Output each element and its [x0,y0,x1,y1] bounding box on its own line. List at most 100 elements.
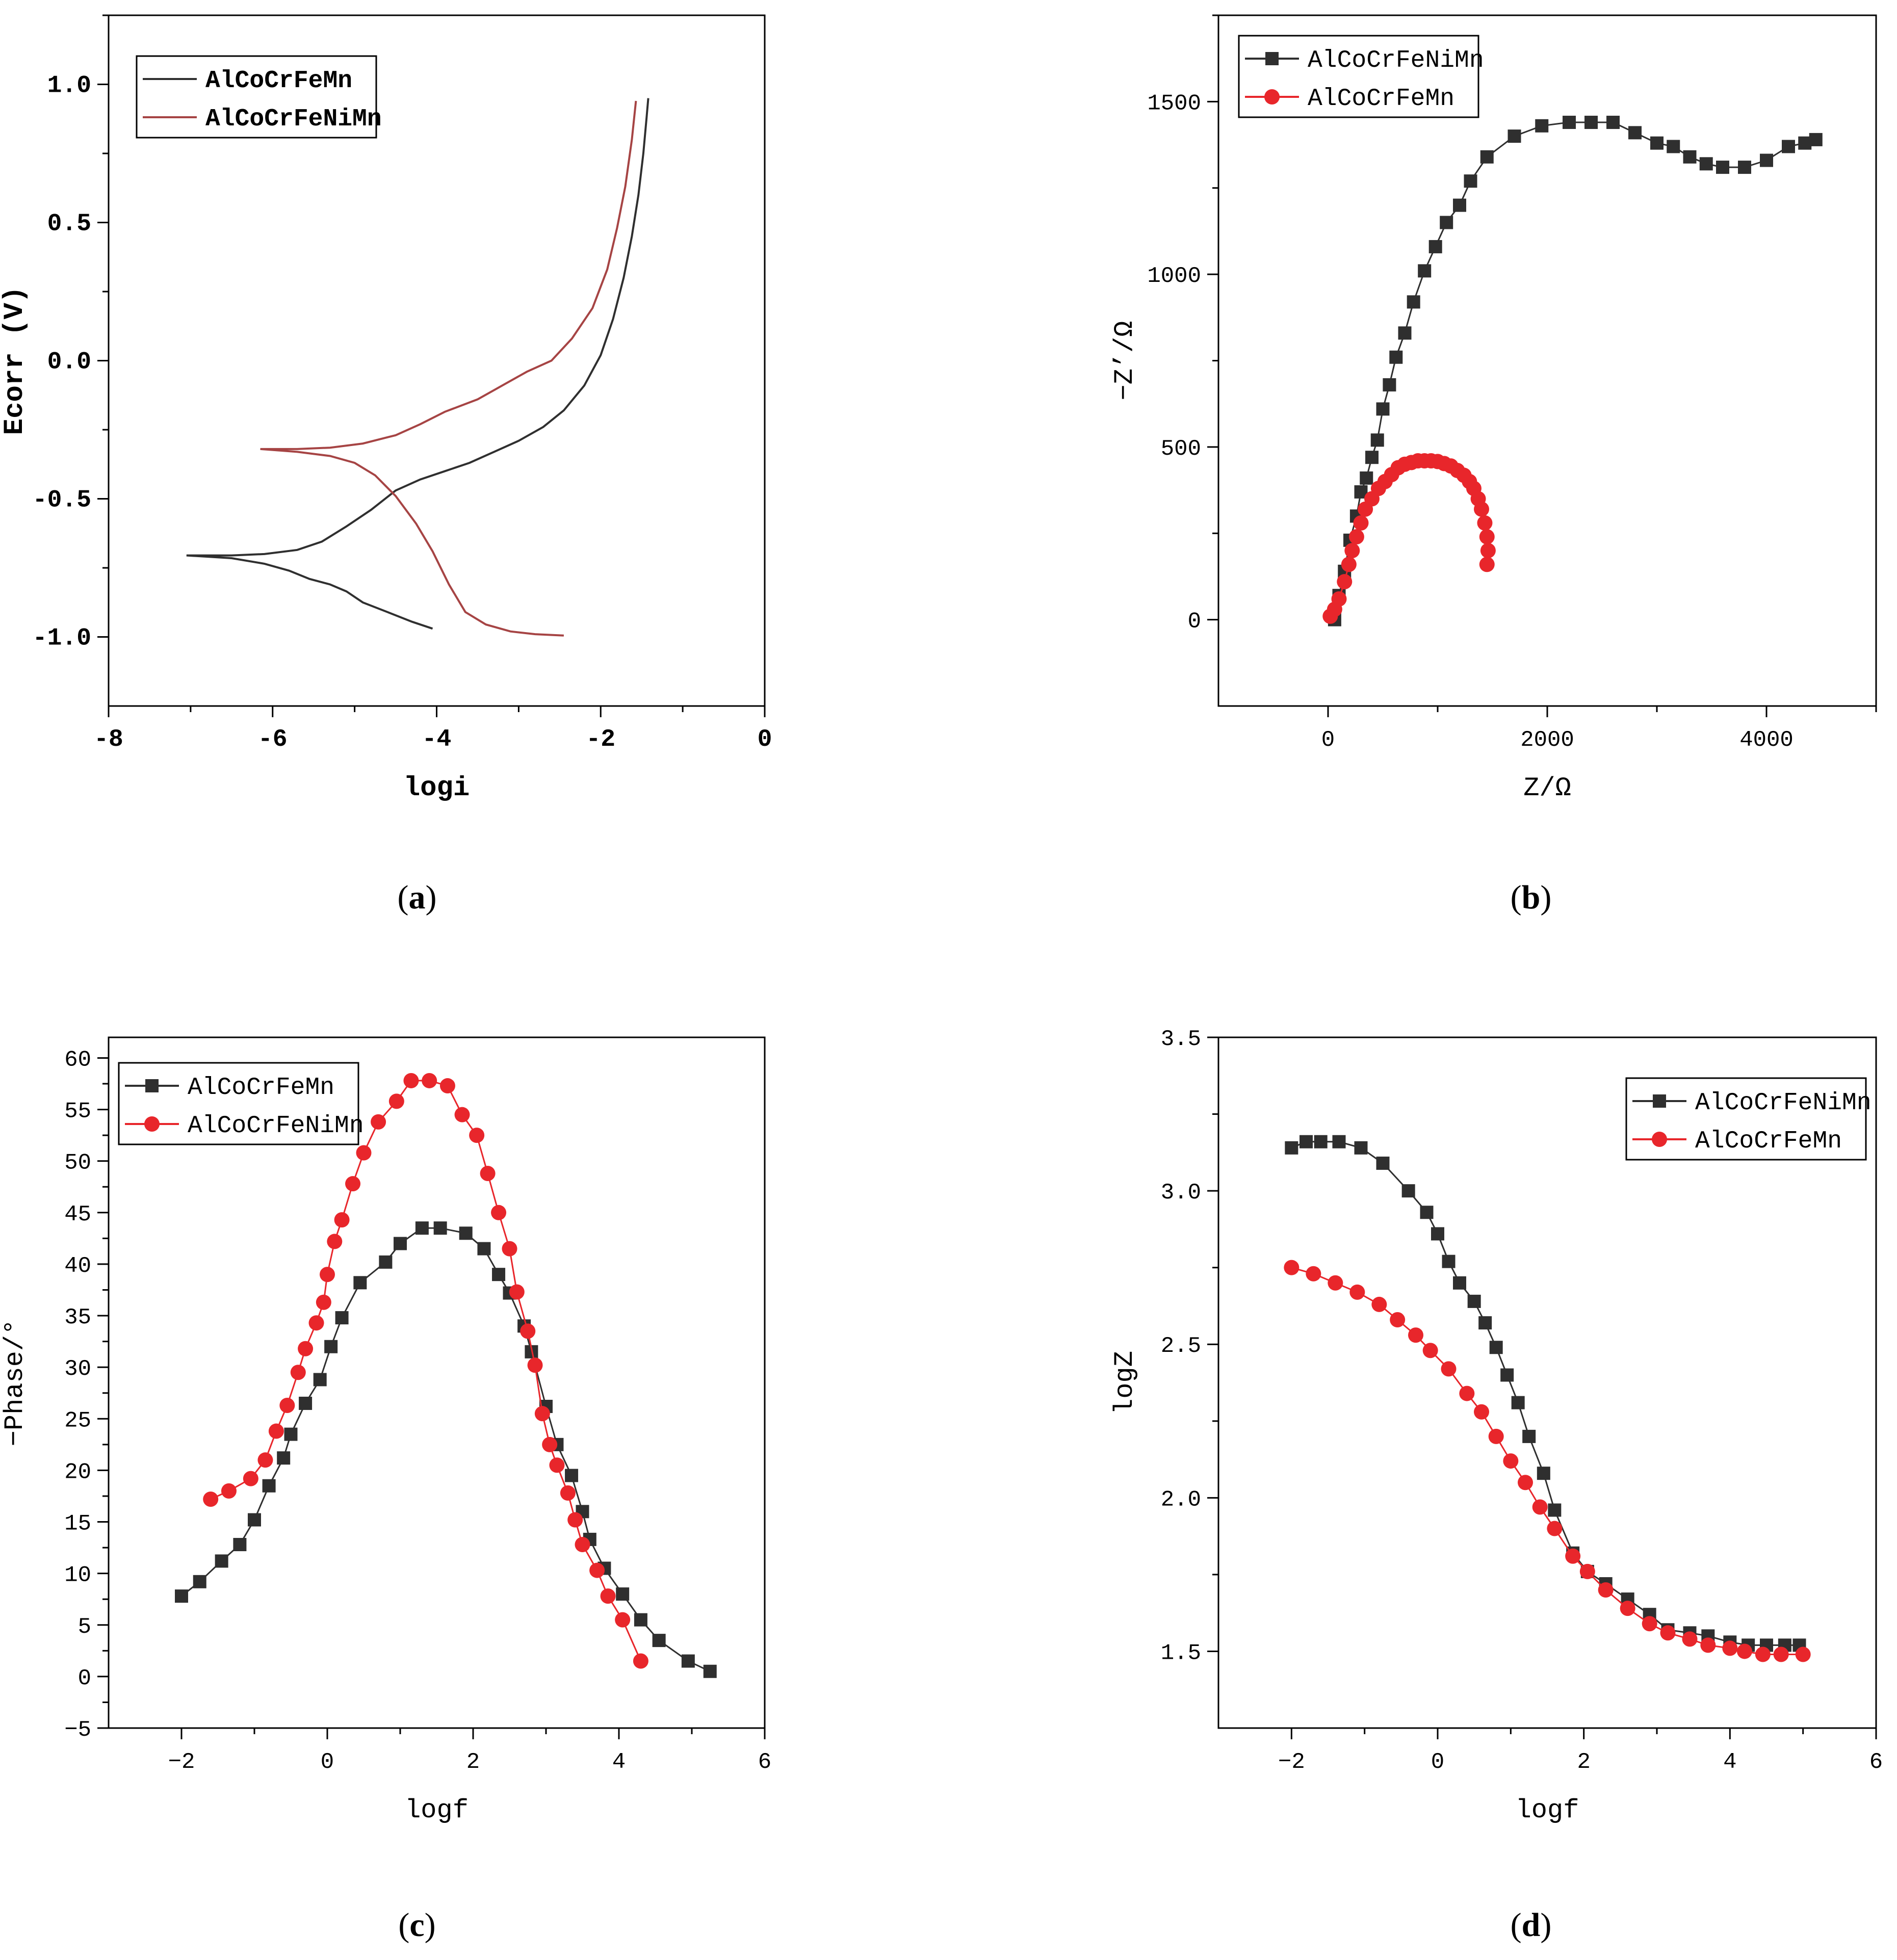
data-point [379,1255,393,1269]
data-point [1518,1475,1533,1491]
data-point [1737,1643,1752,1659]
chart-panel-b: 0 2000 4000 0 500 1000 1500 Z/Ω −Z’/Ω AlCoCrFeNiM… [1110,14,1877,803]
data-point [415,1221,429,1235]
legend-label: AlCoCrFeNiMn [1695,1089,1872,1117]
data-point [233,1538,247,1552]
y-tick-label: 0 [78,1666,91,1691]
y-tick-label: 500 [1161,436,1201,462]
data-point [459,1226,473,1240]
data-point [1548,1503,1562,1517]
data-point [1331,591,1347,607]
data-point [320,1267,335,1283]
data-point [1354,1141,1368,1155]
data-point [1474,1404,1489,1420]
x-tick-label: 0 [1431,1749,1444,1775]
data-point [1365,451,1379,464]
x-tick-label: 6 [1869,1749,1883,1775]
data-point [1344,543,1360,559]
y-axis-title: logZ [1110,1351,1140,1415]
data-point [1782,140,1795,153]
series-line [186,98,649,630]
x-tick-label: 4 [1723,1749,1736,1775]
data-point [492,1268,506,1282]
x-tick-label: -4 [422,726,452,753]
data-point [477,1242,491,1256]
data-point [335,1311,349,1325]
data-point [1431,1227,1444,1241]
data-point [1760,153,1773,167]
data-point [633,1653,648,1669]
plot-frame [108,1036,766,1729]
data-point [534,1406,550,1422]
data-point [313,1373,327,1387]
legend-swatch-marker [1264,89,1280,104]
legend-label: AlCoCrFeNiMn [188,1112,364,1140]
panel-label-a: (a) [398,879,437,916]
data-point [1348,529,1364,545]
series-AlCoCrFeMn [175,1221,717,1678]
data-point [1353,515,1369,531]
data-point [1532,1499,1548,1515]
data-point [1537,1467,1550,1480]
data-point [1376,1156,1390,1170]
data-point [1341,557,1357,572]
legend-swatch-marker [144,1116,160,1132]
data-point [1683,150,1697,164]
data-point [1795,1647,1811,1662]
data-point [1428,240,1442,253]
data-point [469,1128,485,1143]
x-tick-label: 2 [1577,1749,1590,1775]
y-axis-title: −Z’/Ω [1110,321,1140,400]
data-point [1300,1135,1313,1148]
data-point [1500,1368,1514,1382]
x-tick-label: 0 [321,1749,334,1775]
data-point [1628,126,1642,140]
x-tick-label: -6 [258,726,288,753]
data-point [1371,1296,1387,1312]
series-AlCoCrFeNiMn [203,1073,648,1669]
y-tick-label: 2.0 [1161,1487,1201,1512]
legend-box [1625,1077,1867,1161]
data-point [1422,1343,1438,1358]
y-tick-label: 15 [64,1511,91,1537]
x-axis-title: Z/Ω [1523,773,1571,803]
x-tick-label: 2000 [1520,727,1574,753]
y-tick-label: 1000 [1147,264,1201,289]
y-tick-label: 0.5 [47,211,91,238]
data-point [394,1237,407,1250]
data-point [299,1396,313,1410]
data-point [1563,116,1576,129]
data-point [1459,1386,1475,1401]
data-point [1809,133,1823,146]
data-point [1420,1206,1434,1219]
x-axis-title: logi [404,773,470,804]
chart-panel-c: −2 0 2 4 6 −5 0 5 10 15 20 25 30 35 40 45 50 55 60 logf −Pha… [0,1036,771,1825]
data-point [491,1205,507,1220]
data-point [1376,402,1390,416]
y-tick-label: 30 [64,1356,91,1382]
panel-label-b: (b) [1511,879,1552,916]
data-point [1667,140,1680,153]
series-line [181,1227,711,1672]
data-point [1700,1637,1716,1653]
data-point [1408,1327,1423,1343]
data-point [308,1315,324,1331]
data-point [1464,174,1477,188]
legend-label: AlCoCrFeNiMn [205,106,382,133]
data-point [1479,529,1495,545]
data-point [193,1575,206,1588]
y-tick-label: 0 [1188,609,1201,635]
data-point [1477,515,1493,531]
x-tick-label: −2 [168,1749,195,1775]
data-point [1682,1631,1698,1647]
data-point [1565,1548,1581,1564]
x-tick-label: -8 [94,726,123,753]
data-point [567,1512,583,1528]
data-point [1773,1647,1789,1662]
data-point [262,1479,276,1493]
data-point [1328,1275,1343,1291]
data-point [565,1469,579,1482]
data-point [324,1340,338,1353]
y-tick-label: -1.0 [33,625,91,652]
